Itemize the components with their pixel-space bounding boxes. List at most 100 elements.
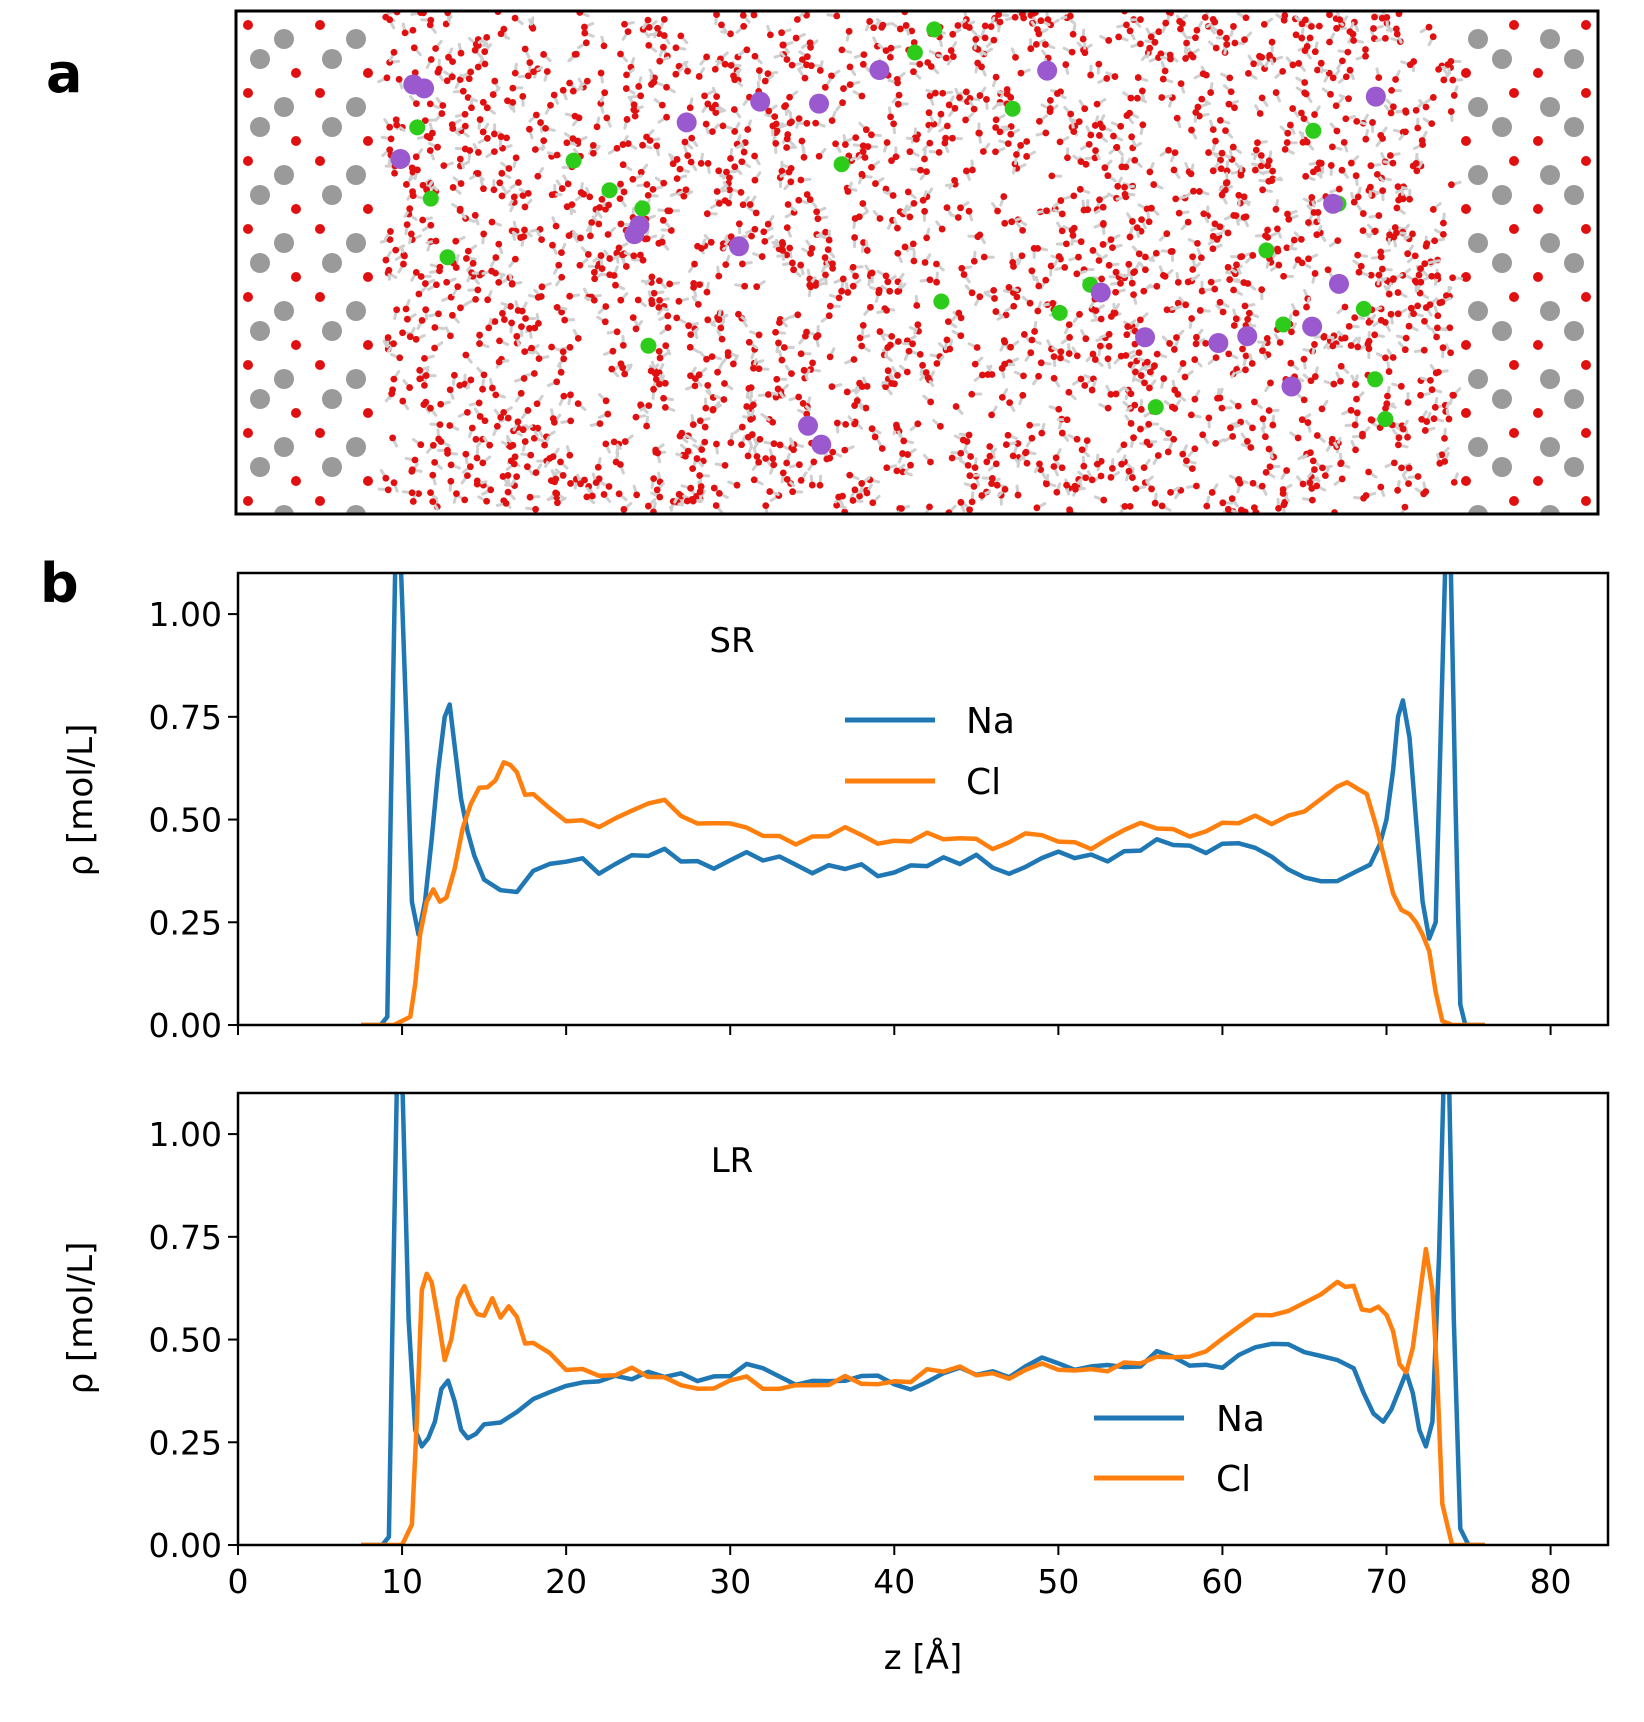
- water-oxygen: [1283, 139, 1291, 146]
- water-oxygen: [879, 21, 887, 29]
- water-oxygen: [1435, 65, 1442, 73]
- water-oxygen: [712, 502, 720, 509]
- water-oxygen: [595, 220, 603, 228]
- water-oxygen: [644, 191, 652, 199]
- water-oxygen: [1191, 395, 1199, 403]
- water-oxygen: [667, 227, 675, 234]
- water-oxygen: [597, 252, 605, 259]
- water-oxygen: [629, 175, 637, 183]
- water-oxygen: [615, 490, 623, 498]
- wall-atom: [274, 369, 294, 389]
- water-oxygen: [779, 240, 787, 248]
- water-oxygen: [1266, 51, 1274, 59]
- water-oxygen: [1307, 23, 1315, 30]
- water-oxygen: [1370, 25, 1377, 32]
- water-oxygen: [1417, 391, 1424, 399]
- water-oxygen: [1193, 333, 1200, 341]
- water-oxygen: [1032, 40, 1040, 48]
- water-oxygen: [1069, 232, 1077, 239]
- water-oxygen: [479, 128, 487, 136]
- water-oxygen: [702, 404, 710, 412]
- water-oxygen: [1337, 377, 1344, 385]
- water-oxygen: [617, 296, 625, 304]
- water-oxygen: [1391, 224, 1399, 231]
- water-oxygen: [893, 424, 901, 432]
- water-oxygen: [832, 140, 839, 148]
- wall-atom: [243, 88, 253, 98]
- water-oxygen: [461, 122, 469, 130]
- water-oxygen: [696, 488, 704, 496]
- water-oxygen: [1413, 167, 1421, 175]
- water-oxygen: [1299, 138, 1307, 146]
- water-oxygen: [669, 160, 677, 168]
- water-oxygen: [927, 458, 934, 466]
- water-oxygen: [617, 220, 625, 228]
- water-oxygen: [524, 72, 532, 80]
- water-oxygen: [876, 215, 884, 222]
- water-oxygen: [901, 243, 909, 251]
- water-oxygen: [429, 471, 437, 479]
- water-oxygen: [933, 360, 941, 367]
- wall-atom: [1533, 272, 1543, 282]
- water-oxygen: [803, 410, 811, 418]
- water-oxygen: [1227, 424, 1234, 432]
- water-oxygen: [952, 403, 960, 410]
- water-oxygen: [1114, 182, 1122, 190]
- water-oxygen: [656, 493, 664, 501]
- water-oxygen: [1028, 267, 1036, 275]
- water-oxygen: [559, 86, 567, 94]
- water-oxygen: [1213, 236, 1221, 243]
- water-oxygen: [900, 437, 908, 445]
- water-oxygen: [905, 347, 913, 355]
- water-oxygen: [1438, 451, 1446, 459]
- wall-atom: [1509, 292, 1519, 302]
- water-oxygen: [546, 454, 554, 462]
- water-oxygen: [656, 57, 664, 65]
- water-oxygen: [715, 199, 723, 207]
- water-oxygen: [1037, 17, 1045, 25]
- wall-atom: [1540, 437, 1560, 457]
- water-oxygen: [1335, 185, 1343, 193]
- water-oxygen: [1288, 328, 1295, 336]
- wall-atom: [1564, 389, 1584, 409]
- water-oxygen: [664, 324, 672, 332]
- water-oxygen: [859, 200, 867, 207]
- water-oxygen: [1087, 71, 1095, 79]
- water-oxygen: [461, 380, 469, 388]
- water-oxygen: [644, 16, 652, 24]
- water-oxygen: [414, 166, 421, 174]
- water-oxygen: [981, 22, 989, 30]
- water-oxygen: [631, 112, 639, 120]
- water-oxygen: [909, 240, 917, 248]
- water-oxygen: [574, 335, 582, 342]
- water-oxygen: [882, 272, 890, 280]
- water-oxygen: [675, 297, 683, 305]
- water-oxygen: [1061, 264, 1069, 271]
- water-oxygen: [630, 101, 638, 109]
- water-oxygen: [610, 438, 618, 446]
- water-oxygen: [1385, 368, 1393, 375]
- water-oxygen: [973, 344, 981, 351]
- water-oxygen: [894, 249, 902, 257]
- y-tick-label: 0.75: [149, 698, 222, 737]
- water-oxygen: [462, 450, 470, 458]
- wall-atom: [1461, 68, 1471, 78]
- water-oxygen: [1353, 395, 1360, 403]
- panel-label-a: a: [46, 42, 82, 105]
- water-oxygen: [809, 359, 816, 367]
- water-oxygen: [523, 463, 531, 471]
- water-oxygen: [1224, 229, 1232, 237]
- water-oxygen: [500, 316, 508, 323]
- water-oxygen: [1326, 11, 1333, 19]
- water-oxygen: [1414, 124, 1422, 132]
- water-oxygen: [1354, 193, 1362, 201]
- water-oxygen: [1359, 432, 1366, 440]
- water-oxygen: [1373, 170, 1381, 178]
- water-oxygen: [912, 135, 920, 143]
- water-oxygen: [390, 340, 397, 348]
- water-oxygen: [449, 125, 457, 132]
- water-oxygen: [1126, 233, 1134, 241]
- annotation-sr: SR: [709, 621, 754, 661]
- water-oxygen: [844, 289, 852, 296]
- water-oxygen: [408, 466, 416, 474]
